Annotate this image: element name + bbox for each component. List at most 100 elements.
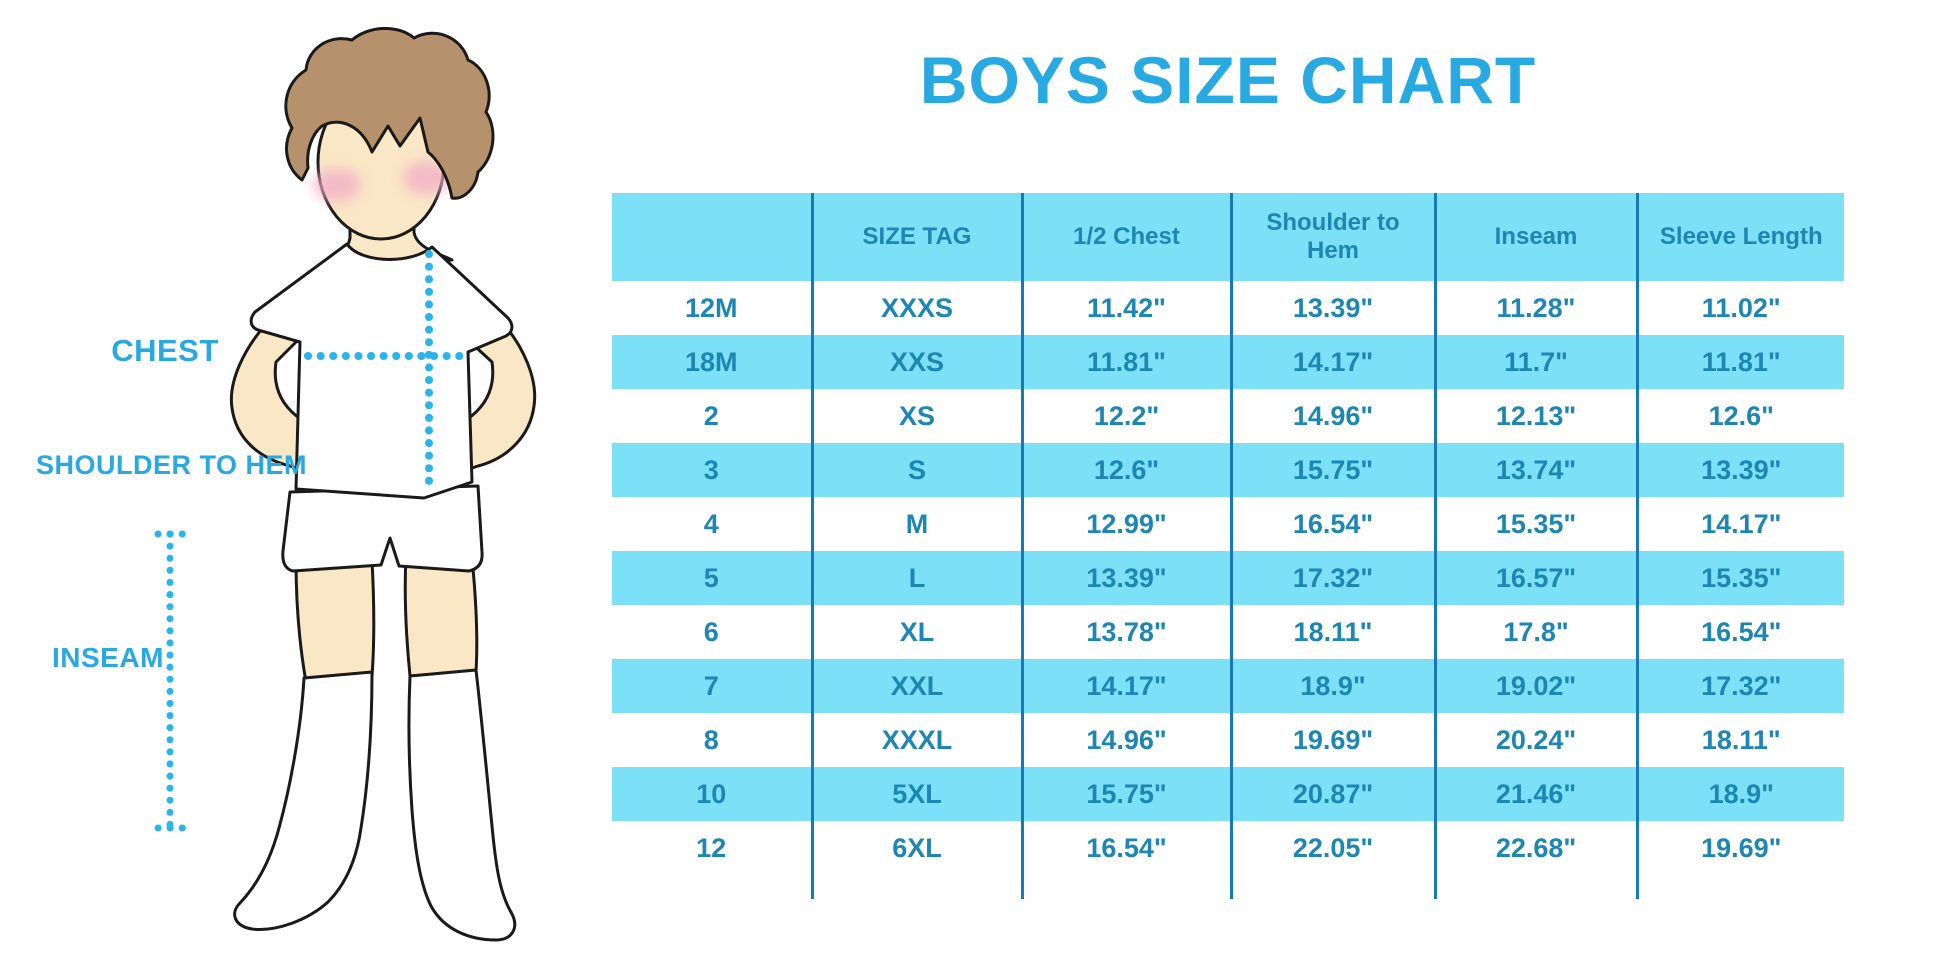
value-cell: 13.39" <box>1229 281 1435 335</box>
value-cell: 18.11" <box>1635 713 1844 767</box>
size-table-header: SIZE TAG 1/2 Chest Shoulder to Hem Inseam Sl… <box>612 193 1844 281</box>
value-cell: XS <box>810 389 1022 443</box>
value-cell: XL <box>810 605 1022 659</box>
value-cell: XXXL <box>810 713 1022 767</box>
column-header: Shoulder to Hem <box>1229 193 1435 281</box>
value-cell: 16.54" <box>1635 605 1844 659</box>
right-sock-shape <box>407 668 517 942</box>
value-cell: 16.54" <box>1229 497 1435 551</box>
blush-left <box>313 168 361 202</box>
tshirt-shape <box>249 242 514 500</box>
value-cell: 18.9" <box>1229 659 1435 713</box>
tail-cell <box>1433 875 1637 899</box>
tail-cell <box>1020 875 1231 899</box>
value-cell: 15.35" <box>1433 497 1637 551</box>
value-cell: L <box>810 551 1022 605</box>
value-cell: 12.2" <box>1020 389 1231 443</box>
inseam-label: INSEAM <box>52 642 164 673</box>
shorts-shape <box>281 484 484 573</box>
tail-cell <box>612 875 812 899</box>
column-header: 1/2 Chest <box>1020 193 1231 281</box>
value-cell: 11.02" <box>1635 281 1844 335</box>
table-row: 8 XXXL 14.96" 19.69" 20.24" 18.11" <box>612 713 1844 767</box>
value-cell: 19.69" <box>1229 713 1435 767</box>
chest-label: CHEST <box>111 333 219 368</box>
table-row: 3 S 12.6" 15.75" 13.74" 13.39" <box>612 443 1844 497</box>
tail-cell <box>1635 875 1844 899</box>
size-cell: 8 <box>703 724 719 755</box>
value-cell: 18.9" <box>1635 767 1844 821</box>
value-cell: 13.39" <box>1020 551 1231 605</box>
tail-cell <box>810 875 1022 899</box>
value-cell: XXL <box>810 659 1022 713</box>
value-cell: 15.75" <box>1020 767 1231 821</box>
column-header: Sleeve Length <box>1635 193 1844 281</box>
size-cell: 3 <box>612 443 812 497</box>
value-cell: XXXS <box>810 281 1022 335</box>
value-cell: S <box>810 443 1022 497</box>
size-cell: 7 <box>612 659 812 713</box>
hair-shape <box>284 26 495 200</box>
value-cell: 20.24" <box>1433 713 1637 767</box>
value-cell: 12.6" <box>1020 443 1231 497</box>
value-cell: 13.39" <box>1635 443 1844 497</box>
value-cell: 19.69" <box>1635 821 1844 875</box>
value-cell: 13.78" <box>1020 605 1231 659</box>
value-cell: 13.74" <box>1433 443 1637 497</box>
value-cell: M <box>810 497 1022 551</box>
value-cell: 17.32" <box>1229 551 1435 605</box>
value-cell: 20.87" <box>1229 767 1435 821</box>
value-cell: 11.81" <box>1020 335 1231 389</box>
right-leg-shape <box>403 554 479 678</box>
value-cell: 21.46" <box>1433 767 1637 821</box>
value-cell: XXS <box>810 335 1022 389</box>
size-table-body: 12M XXXS 11.42" 13.39" 11.28" 11.02" 18M XXS 11.… <box>612 281 1844 899</box>
size-cell: 12M <box>684 292 738 323</box>
column-header: SIZE TAG <box>810 193 1022 281</box>
boy-illustration-svg <box>154 26 537 942</box>
value-cell: 19.02" <box>1433 659 1637 713</box>
value-cell: 22.68" <box>1433 821 1637 875</box>
table-row: 6 XL 13.78" 18.11" 17.8" 16.54" <box>612 605 1844 659</box>
page-title: BOYS SIZE CHART <box>919 43 1537 117</box>
size-cell: 6 <box>703 616 719 647</box>
value-cell: 14.17" <box>1229 335 1435 389</box>
size-cell: 2 <box>703 400 719 431</box>
value-cell: 11.7" <box>1433 335 1637 389</box>
table-row: 12 6XL 16.54" 22.05" 22.68" 19.69" <box>612 821 1844 875</box>
value-cell: 15.75" <box>1229 443 1435 497</box>
table-row: 18M XXS 11.81" 14.17" 11.7" 11.81" <box>612 335 1844 389</box>
left-arm-shape <box>229 320 304 472</box>
size-table: SIZE TAG 1/2 Chest Shoulder to Hem Inseam Sl… <box>612 193 1844 899</box>
size-cell: 18M <box>612 335 812 389</box>
table-tail-row <box>612 875 1844 899</box>
left-leg-shape <box>294 558 376 684</box>
value-cell: 17.8" <box>1433 605 1637 659</box>
value-cell: 16.54" <box>1020 821 1231 875</box>
boy-figure: CHEST SHOULDER TO HEM INSEAM <box>0 0 620 973</box>
table-row: 2 XS 12.2" 14.96" 12.13" 12.6" <box>612 389 1844 443</box>
table-row: 10 5XL 15.75" 20.87" 21.46" 18.9" <box>612 767 1844 821</box>
value-cell: 5XL <box>810 767 1022 821</box>
left-sock-shape <box>233 670 374 931</box>
value-cell: 22.05" <box>1229 821 1435 875</box>
column-header: Inseam <box>1433 193 1637 281</box>
table-row: 5 L 13.39" 17.32" 16.57" 15.35" <box>612 551 1844 605</box>
value-cell: 15.35" <box>1635 551 1844 605</box>
size-cell: 4 <box>703 508 719 539</box>
value-cell: 6XL <box>810 821 1022 875</box>
chart-panel: BOYS SIZE CHART SIZE TAG 1/2 Chest Shoulde… <box>612 0 1844 973</box>
table-row: 4 M 12.99" 16.54" 15.35" 14.17" <box>612 497 1844 551</box>
value-cell: 12.99" <box>1020 497 1231 551</box>
value-cell: 12.6" <box>1635 389 1844 443</box>
size-cell: 10 <box>612 767 812 821</box>
column-header <box>612 193 812 281</box>
value-cell: 12.13" <box>1433 389 1637 443</box>
value-cell: 14.17" <box>1635 497 1844 551</box>
table-row: 7 XXL 14.17" 18.9" 19.02" 17.32" <box>612 659 1844 713</box>
value-cell: 14.96" <box>1229 389 1435 443</box>
value-cell: 11.28" <box>1433 281 1637 335</box>
value-cell: 17.32" <box>1635 659 1844 713</box>
header-row: SIZE TAG 1/2 Chest Shoulder to Hem Inseam Sl… <box>612 193 1844 281</box>
